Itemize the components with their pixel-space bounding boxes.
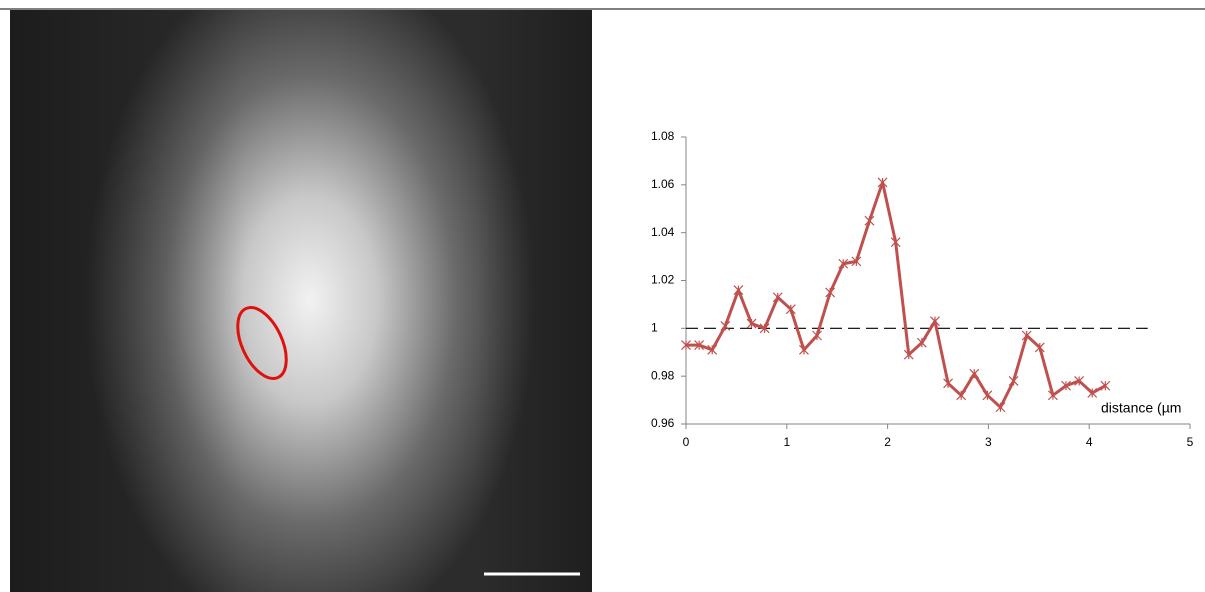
y-tick-label: 1.08 bbox=[651, 129, 675, 143]
data-point bbox=[799, 344, 809, 355]
roi-ellipse bbox=[236, 306, 288, 380]
x-axis-label: distance (µm bbox=[1101, 400, 1181, 416]
data-point bbox=[903, 349, 914, 360]
data-point bbox=[877, 177, 888, 188]
y-tick-label: 1.02 bbox=[651, 273, 675, 287]
data-point bbox=[851, 256, 862, 267]
data-point bbox=[864, 215, 875, 226]
data-point bbox=[1021, 330, 1032, 341]
series-line bbox=[686, 180, 1107, 409]
x-tick-label: 3 bbox=[985, 435, 992, 449]
chart: 0.96 0.98 1 1.02 1.04 1.06 1.08 0 1 2 3 4 5 distance … bbox=[651, 129, 1194, 449]
data-point bbox=[825, 287, 836, 298]
data-point bbox=[982, 390, 993, 401]
y-tick-label: 1.04 bbox=[651, 225, 675, 239]
data-point bbox=[943, 378, 954, 389]
data-point bbox=[694, 340, 705, 350]
data-point bbox=[772, 292, 783, 303]
x-tick-label: 0 bbox=[683, 435, 690, 449]
data-point bbox=[930, 316, 940, 327]
micrograph bbox=[10, 10, 592, 592]
data-point bbox=[916, 337, 927, 348]
image-shade bbox=[10, 10, 592, 592]
y-tick-label: 1.06 bbox=[651, 177, 675, 191]
x-tick-label: 1 bbox=[783, 435, 790, 449]
data-point bbox=[1100, 380, 1111, 391]
data-point bbox=[1047, 390, 1058, 401]
data-point bbox=[1008, 376, 1019, 386]
data-point bbox=[746, 318, 757, 329]
data-point bbox=[759, 323, 770, 334]
data-point bbox=[681, 340, 691, 350]
data-point bbox=[785, 304, 796, 315]
x-tick-label: 5 bbox=[1187, 435, 1194, 449]
data-point bbox=[1034, 342, 1045, 353]
data-point bbox=[720, 321, 731, 331]
data-point bbox=[707, 344, 718, 355]
data-point bbox=[733, 285, 744, 295]
y-tick-label: 1 bbox=[651, 321, 658, 335]
data-point bbox=[1074, 376, 1085, 386]
y-tick-label: 0.98 bbox=[651, 368, 675, 382]
y-tick-label: 0.96 bbox=[651, 416, 675, 430]
data-point bbox=[969, 368, 980, 379]
data-point bbox=[838, 258, 849, 269]
data-point bbox=[995, 402, 1006, 413]
data-point bbox=[1061, 380, 1071, 391]
data-point bbox=[812, 330, 822, 341]
data-point bbox=[956, 390, 967, 401]
x-tick-label: 4 bbox=[1086, 435, 1093, 449]
x-tick-label: 2 bbox=[884, 435, 891, 449]
data-point bbox=[890, 237, 901, 248]
data-point bbox=[1087, 387, 1098, 398]
